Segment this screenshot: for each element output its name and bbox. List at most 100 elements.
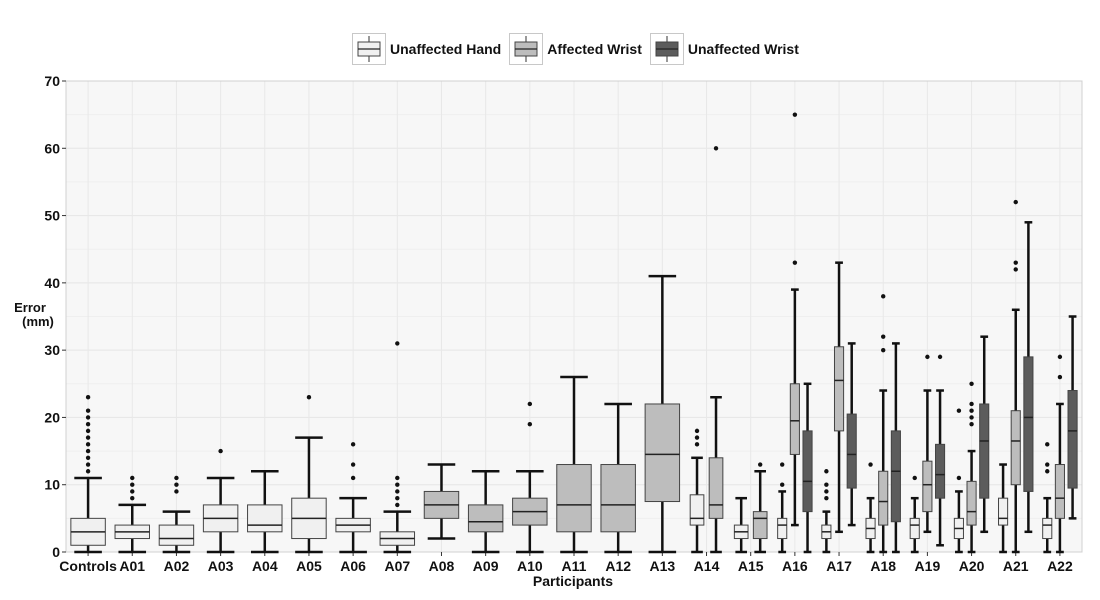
x-tick-label: A07 (384, 558, 410, 574)
x-axis-label: Participants (533, 573, 613, 589)
outlier-point (527, 421, 533, 427)
outlier-point (694, 435, 700, 440)
y-tick-label: 0 (52, 544, 60, 560)
outlier-point (130, 482, 135, 487)
box-a21-affected-wrist (1010, 410, 1021, 486)
y-axis-label-line-1: Error (14, 300, 46, 315)
outlier-point (824, 495, 829, 501)
box-a21-unaffected-wrist (1023, 356, 1034, 492)
x-tick-label: A22 (1047, 558, 1073, 574)
y-tick-label: 30 (44, 342, 60, 358)
outlier-point (1045, 469, 1050, 474)
box-a12-affected-wrist (600, 464, 636, 533)
outlier-point (395, 489, 400, 494)
x-tick-label: A19 (915, 558, 941, 574)
legend-item: Unaffected Hand (352, 33, 505, 65)
outlier-point (395, 482, 400, 487)
outlier-point (925, 354, 930, 360)
x-tick-label: A10 (517, 558, 543, 574)
outlier-point (969, 408, 974, 413)
y-tick-label: 20 (44, 409, 60, 425)
y-tick-label: 40 (44, 275, 60, 291)
outlier-point (868, 462, 873, 467)
x-tick-label: A17 (826, 558, 852, 574)
outlier-point (85, 408, 91, 413)
outlier-point (969, 415, 974, 420)
box-a02-unaffected-hand (158, 524, 195, 546)
outlier-point (1013, 260, 1018, 265)
outlier-point (130, 475, 135, 481)
x-tick-label: A16 (782, 558, 808, 574)
legend-label: Affected Wrist (547, 41, 642, 57)
outlier-point (956, 475, 962, 481)
legend-label: Unaffected Wrist (687, 41, 799, 57)
outlier-point (792, 112, 798, 117)
box-a19-unaffected-hand (909, 517, 920, 540)
outlier-point (85, 462, 91, 467)
box-a14-affected-wrist (708, 457, 724, 519)
box-a18-unaffected-wrist (890, 430, 901, 523)
outlier-point (130, 495, 135, 501)
legend-item: Unaffected Wrist (649, 33, 803, 65)
outlier-point (824, 489, 829, 494)
x-tick-label: A06 (340, 558, 366, 574)
outlier-point (780, 462, 785, 467)
box-a17-unaffected-wrist (846, 413, 857, 489)
outlier-point (1057, 374, 1063, 380)
outlier-point (85, 415, 91, 420)
y-tick-label: 10 (44, 477, 60, 493)
outlier-point (969, 421, 974, 427)
box-a19-affected-wrist (922, 460, 933, 513)
x-tick-label: A18 (870, 558, 896, 574)
outlier-point (395, 495, 400, 501)
outlier-point (1057, 354, 1063, 360)
outlier-point (85, 421, 91, 427)
x-tick-label: A21 (1003, 558, 1029, 574)
outlier-point (956, 408, 962, 413)
y-tick-label: 50 (44, 208, 60, 224)
outlier-point (969, 401, 974, 407)
legend-label: Unaffected Hand (390, 41, 502, 57)
x-tick-label: A20 (959, 558, 985, 574)
x-tick-label: A08 (429, 558, 455, 574)
outlier-point (1013, 267, 1018, 272)
outlier-point (713, 146, 719, 151)
x-tick-label: A02 (164, 558, 190, 574)
legend-item: Affected Wrist (509, 33, 646, 65)
outlier-point (969, 381, 974, 386)
box-a11-affected-wrist (556, 464, 592, 533)
x-tick-label: A03 (208, 558, 234, 574)
outlier-point (881, 347, 886, 353)
box-a14-unaffected-hand (689, 494, 705, 526)
box-a22-affected-wrist (1054, 464, 1065, 519)
outlier-point (937, 354, 943, 360)
outlier-point (912, 475, 917, 481)
outlier-point (350, 442, 356, 447)
y-tick-label: 70 (44, 73, 60, 89)
legend-key (649, 33, 684, 65)
outlier-point (1045, 442, 1050, 447)
outlier-point (792, 260, 798, 265)
x-tick-label: A13 (650, 558, 676, 574)
outlier-point (174, 489, 179, 494)
box-a16-unaffected-hand (777, 517, 788, 540)
x-tick-label: Controls (59, 558, 117, 574)
box-a17-affected-wrist (833, 346, 845, 432)
box-a20-unaffected-wrist (979, 403, 990, 499)
chart-legend: Unaffected Hand Affected Wrist Unaffected … (352, 33, 807, 65)
y-tick-label: 60 (44, 140, 60, 156)
x-tick-label: A05 (296, 558, 322, 574)
box-a09-affected-wrist (467, 504, 504, 533)
outlier-point (1045, 462, 1050, 467)
outlier-point (174, 475, 179, 481)
x-tick-label: A12 (605, 558, 631, 574)
box-a21-unaffected-hand (998, 497, 1009, 526)
x-tick-label: A11 (562, 558, 587, 574)
x-tick-label: A01 (119, 558, 145, 574)
x-tick-label: A04 (252, 558, 278, 574)
outlier-point (527, 401, 533, 407)
outlier-point (85, 395, 91, 400)
box-a22-unaffected-hand (1042, 517, 1053, 540)
x-tick-label: A14 (694, 558, 720, 574)
